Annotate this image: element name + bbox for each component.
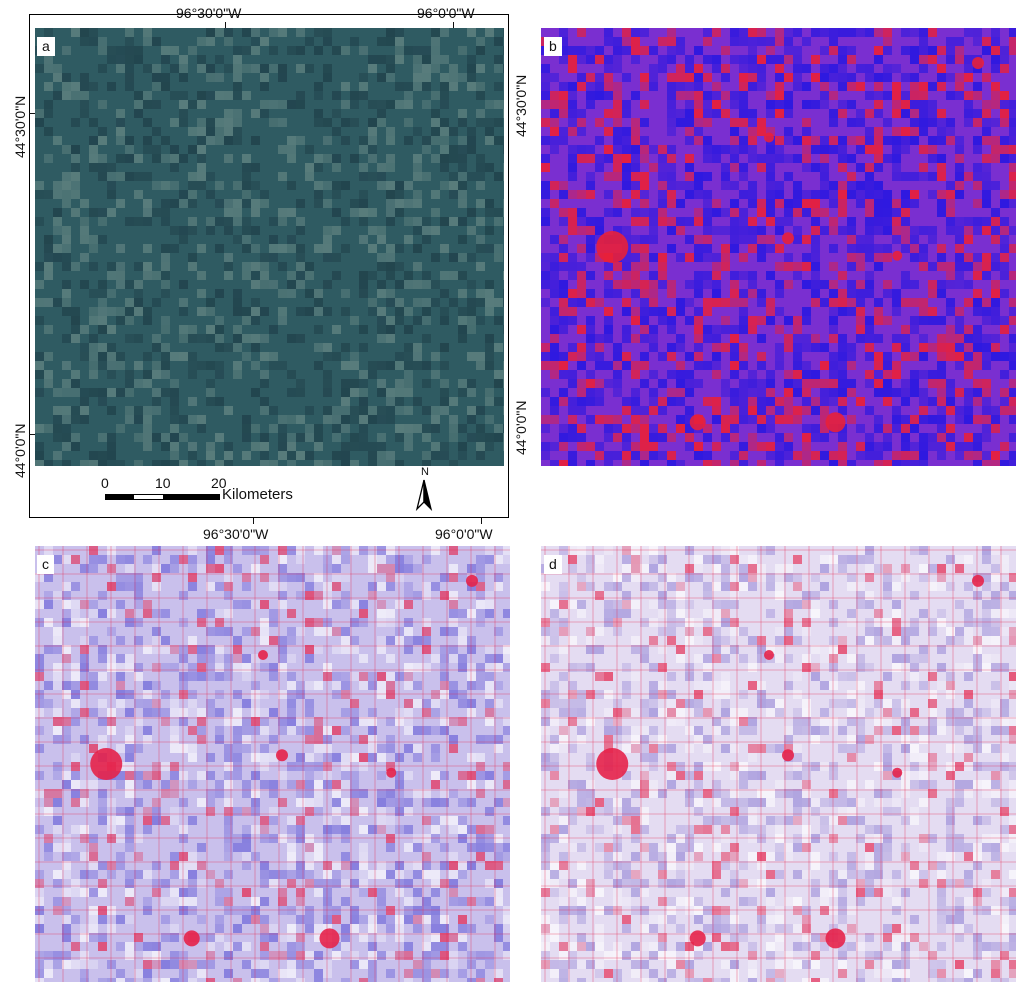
right-lat-label-1: 44°30'0"N	[513, 75, 529, 137]
left-tick-2	[29, 434, 35, 435]
panel-c-image	[35, 546, 510, 982]
top-tick-2	[453, 22, 454, 28]
left-lat-label-2: 44°0'0"N	[12, 424, 28, 479]
panel-a-image	[35, 28, 504, 466]
left-lat-label-1: 44°30'0"N	[12, 96, 28, 158]
left-tick-1	[29, 113, 35, 114]
panel-d-image	[541, 546, 1016, 982]
panel-a-label: a	[37, 37, 55, 56]
bottom-lon-label-1: 96°30'0"W	[203, 526, 268, 542]
scale-bar-segment	[134, 495, 163, 499]
top-lon-label-2: 96°0'0"W	[417, 5, 475, 21]
panel-b-label: b	[544, 37, 562, 56]
scale-label-10: 10	[155, 475, 171, 491]
north-label: N	[421, 466, 429, 478]
scale-unit-label: Kilometers	[222, 486, 293, 503]
bottom-lon-label-2: 96°0'0"W	[435, 526, 493, 542]
panel-b-image	[541, 28, 1016, 466]
bottom-tick-1	[253, 518, 254, 524]
north-arrow-icon	[415, 479, 433, 511]
top-tick-1	[225, 22, 226, 28]
scale-label-0: 0	[101, 475, 109, 491]
panel-d-label: d	[544, 555, 562, 574]
panel-c-label: c	[37, 555, 54, 574]
top-lon-label-1: 96°30'0"W	[176, 5, 241, 21]
right-lat-label-2: 44°0'0"N	[513, 401, 529, 456]
bottom-tick-2	[481, 518, 482, 524]
